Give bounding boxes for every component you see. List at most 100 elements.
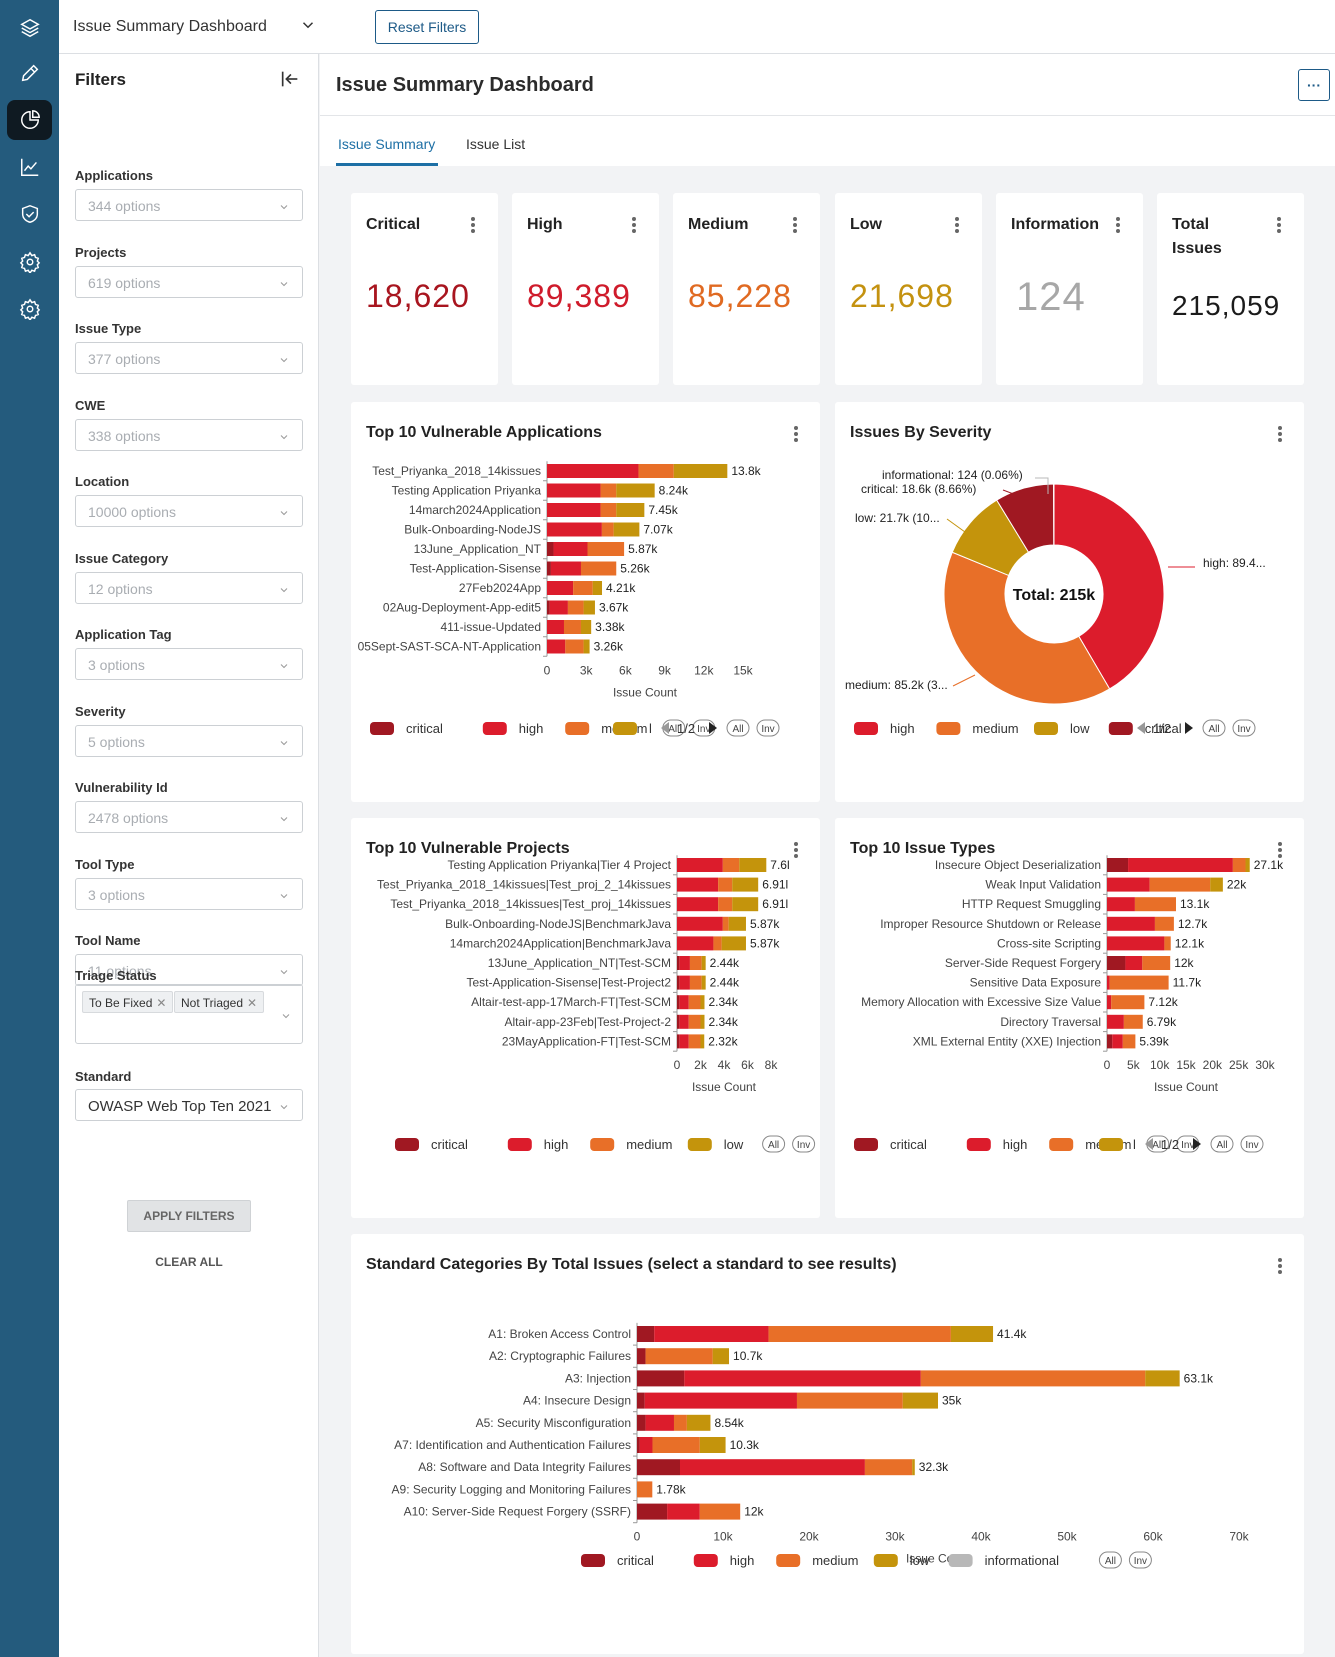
legend-inv-button[interactable]: [792, 1135, 816, 1153]
triage-status-select[interactable]: To Be Fixed ✕ Not Triaged ✕: [75, 984, 303, 1044]
legend-swatch-low: [613, 722, 637, 735]
select-value: 619 options: [88, 274, 161, 291]
y-tick-label: Test-Application-Sisense|Test-Project2: [466, 976, 671, 990]
remove-tag-icon[interactable]: ✕: [156, 996, 167, 1010]
chevron-down-icon[interactable]: [299, 16, 317, 39]
legend-inv-label: Inv: [1181, 1140, 1194, 1151]
bar-total-label: 27.1k: [1254, 858, 1284, 872]
panel-menu-icon[interactable]: [794, 842, 798, 858]
panel-menu-icon[interactable]: [1278, 1258, 1282, 1274]
kpi-menu-icon[interactable]: [471, 217, 475, 233]
pie-chart-icon[interactable]: [7, 100, 52, 140]
legend-all-button[interactable]: [762, 1135, 786, 1153]
kpi-card-total-issues[interactable]: Total Issues 215,059: [1157, 193, 1304, 385]
issue-category-label: Issue Category: [75, 550, 169, 566]
kpi-card-high[interactable]: High 89,389: [512, 193, 659, 385]
cwe-select[interactable]: 338 options: [75, 418, 303, 451]
tag-to-be-fixed[interactable]: To Be Fixed ✕: [82, 991, 174, 1013]
bar-low: [950, 1326, 994, 1342]
legend-inv-button[interactable]: [756, 719, 780, 737]
bar-high: [547, 483, 601, 498]
more-options-button[interactable]: ···: [1298, 69, 1330, 101]
kpi-value: 18,620: [366, 278, 470, 314]
kpi-menu-icon[interactable]: [632, 217, 636, 233]
tag-not-triaged[interactable]: Not Triaged ✕: [174, 991, 265, 1013]
tab-issue-summary[interactable]: Issue Summary: [338, 136, 436, 152]
legend-inv-button[interactable]: [1240, 1135, 1264, 1153]
remove-tag-icon[interactable]: ✕: [247, 996, 258, 1010]
severity-label: Severity: [75, 703, 126, 719]
y-tick-label: Directory Traversal: [1000, 1015, 1101, 1029]
bar-high: [1107, 975, 1110, 990]
issue-category-select[interactable]: 12 options: [75, 571, 303, 604]
collapse-panel-icon[interactable]: [279, 68, 303, 92]
y-tick-label: XML External Entity (XXE) Injection: [913, 1034, 1101, 1048]
kpi-card-critical[interactable]: Critical 18,620: [351, 193, 498, 385]
bar-critical: [547, 561, 551, 576]
applications-select[interactable]: 344 options: [75, 189, 303, 221]
panel-menu-icon[interactable]: [1278, 426, 1282, 442]
standard-select[interactable]: OWASP Web Top Ten 2021: [75, 1089, 303, 1121]
x-tick-label: 0: [674, 1058, 681, 1072]
kpi-card-information[interactable]: Information 124: [996, 193, 1143, 385]
layers-icon[interactable]: [7, 8, 52, 48]
pie-slice-high: [1053, 483, 1165, 690]
y-tick-label: Testing Application Priyanka: [392, 484, 542, 498]
bar-high: [677, 916, 723, 931]
prev-page-icon[interactable]: [1137, 722, 1145, 734]
kpi-card-low[interactable]: Low 21,698: [835, 193, 982, 385]
panel-menu-icon[interactable]: [1278, 842, 1282, 858]
projects-select[interactable]: 619 options: [75, 265, 303, 298]
vulnerability-id-select[interactable]: 2478 options: [75, 801, 303, 833]
trend-chart-icon[interactable]: [7, 147, 52, 187]
kpi-card-medium[interactable]: Medium 85,228: [673, 193, 820, 385]
clear-all-button[interactable]: CLEAR ALL: [155, 1255, 223, 1269]
apply-filters-button[interactable]: APPLY FILTERS: [127, 1200, 251, 1232]
settings-gear-icon[interactable]: [7, 289, 52, 329]
legend-all-button[interactable]: [1098, 1551, 1122, 1569]
kpi-menu-icon[interactable]: [955, 217, 959, 233]
bar-high: [677, 897, 719, 912]
legend-inv-button[interactable]: [1128, 1551, 1152, 1569]
x-tick-label: 30k: [885, 1530, 905, 1544]
bar-low: [583, 639, 590, 654]
bar-low: [728, 916, 746, 931]
prev-page-icon[interactable]: [661, 722, 669, 734]
legend-all-button[interactable]: [1210, 1135, 1234, 1153]
bar-medium: [768, 1326, 951, 1342]
gear-icon[interactable]: [7, 242, 52, 282]
chevron-down-icon[interactable]: [280, 1009, 292, 1027]
tab-issue-list[interactable]: Issue List: [466, 136, 526, 152]
application-tag-select[interactable]: 3 options: [75, 648, 303, 680]
app-rail: [0, 0, 59, 1657]
kpi-menu-icon[interactable]: [793, 217, 797, 233]
chevron-down-icon: [278, 200, 290, 216]
kpi-menu-icon[interactable]: [1116, 217, 1120, 233]
kpi-label: Medium: [688, 216, 749, 233]
next-page-icon[interactable]: [1185, 722, 1193, 734]
legend-inv-button[interactable]: [1232, 719, 1256, 737]
issue-type-select[interactable]: 377 options: [75, 342, 303, 374]
legend-label-medium: medium: [626, 1137, 672, 1152]
prev-page-icon[interactable]: [1145, 1138, 1153, 1150]
legend-label-low: l: [649, 721, 652, 736]
legend-all-button[interactable]: [726, 719, 750, 737]
shield-check-icon[interactable]: [7, 194, 52, 234]
y-tick-label: 05Sept-SAST-SCA-NT-Application: [358, 640, 541, 654]
legend-swatch-medium: [565, 722, 590, 735]
kpi-menu-icon[interactable]: [1277, 217, 1281, 233]
severity-select[interactable]: 5 options: [75, 724, 303, 757]
dashboard-select[interactable]: Issue Summary Dashboard: [73, 18, 267, 35]
next-page-icon[interactable]: [1193, 1138, 1201, 1150]
legend-all-button[interactable]: [1202, 719, 1226, 737]
location-select[interactable]: 10000 options: [75, 495, 303, 527]
x-tick-label: 10k: [1150, 1058, 1170, 1072]
panel-menu-icon[interactable]: [794, 426, 798, 442]
tool-name-select[interactable]: 11 options: [75, 954, 303, 986]
bar-high: [679, 956, 690, 970]
next-page-icon[interactable]: [709, 722, 717, 734]
reset-filters-button[interactable]: Reset Filters: [375, 10, 479, 44]
tool-type-select[interactable]: 3 options: [75, 877, 303, 910]
bar-medium: [673, 1414, 687, 1431]
pen-icon[interactable]: [7, 53, 52, 93]
